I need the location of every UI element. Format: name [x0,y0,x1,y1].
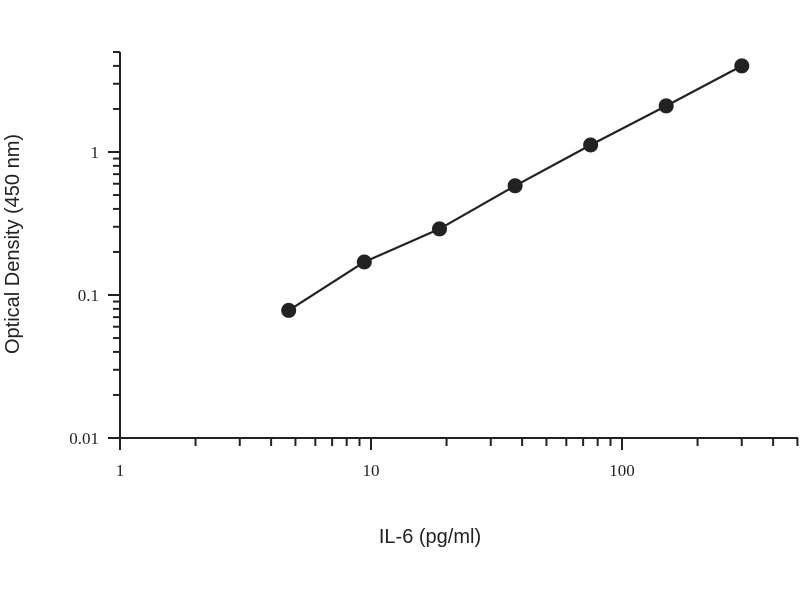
x-axis-title: IL-6 (pg/ml) [379,526,481,548]
data-point [583,137,599,153]
y-tick-label-0.01: 0.01 [69,429,99,448]
y-tick-label-0.1: 0.1 [78,286,99,305]
x-tick-label-1: 1 [116,461,125,480]
ticks [108,51,799,450]
data-point [658,98,674,114]
x-tick-label-10: 10 [363,461,380,480]
y-axis-title: Optical Density (450 nm) [2,134,24,354]
series [281,58,750,318]
data-point [281,302,297,318]
data-point [734,58,750,74]
axes [119,52,798,439]
data-point [432,221,447,237]
data-point [507,178,523,194]
y-tick-label-1: 1 [91,143,100,162]
x-tick-label-100: 100 [609,461,635,480]
tick-labels: 1 10 100 0.01 0.1 1 [69,143,635,480]
data-point [356,254,372,270]
